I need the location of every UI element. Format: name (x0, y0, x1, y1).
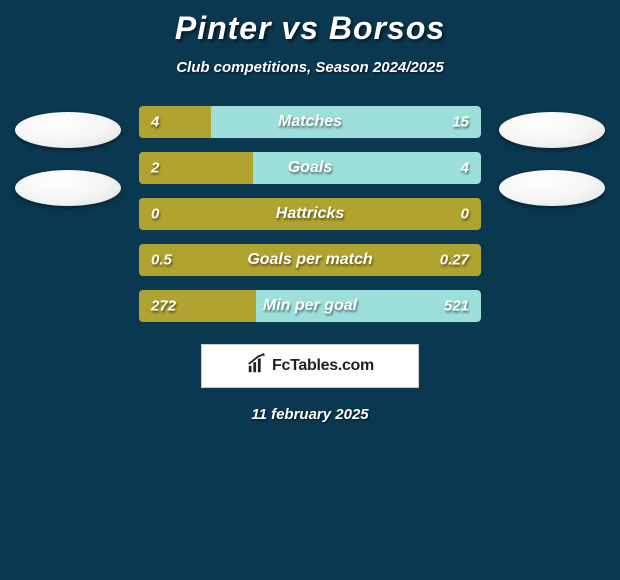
footer-date: 11 february 2025 (251, 406, 368, 423)
bar-value-left: 2 (151, 160, 159, 177)
bar-value-left: 4 (151, 114, 159, 131)
bar-value-right: 0 (461, 206, 469, 223)
bar-fg (139, 106, 211, 138)
right-avatar-column (499, 106, 605, 206)
bar-value-left: 0 (151, 206, 159, 223)
bar-label: Matches (278, 113, 342, 131)
player-left-avatar-1 (15, 112, 121, 148)
player-left-avatar-2 (15, 170, 121, 206)
bar-label: Goals (288, 159, 332, 177)
bar-row: Min per goal 272 521 (139, 290, 481, 322)
bar-value-left: 272 (151, 298, 176, 315)
bar-row: Goals per match 0.5 0.27 (139, 244, 481, 276)
bars-container: Matches 4 15 Goals 2 4 Hattricks 0 0 Goals per ma… (139, 106, 481, 322)
page-subtitle: Club competitions, Season 2024/2025 (176, 59, 444, 76)
bar-row: Hattricks 0 0 (139, 198, 481, 230)
bar-value-left: 0.5 (151, 252, 172, 269)
player-right-avatar-1 (499, 112, 605, 148)
fctables-icon (246, 353, 268, 380)
left-avatar-column (15, 106, 121, 206)
brand-text: FcTables.com (272, 357, 374, 375)
bar-label: Min per goal (263, 297, 357, 315)
bar-label: Goals per match (247, 251, 372, 269)
player-right-avatar-2 (499, 170, 605, 206)
bar-value-right: 0.27 (440, 252, 469, 269)
bar-value-right: 4 (461, 160, 469, 177)
bar-value-right: 15 (452, 114, 469, 131)
bar-label: Hattricks (276, 205, 344, 223)
bar-value-right: 521 (444, 298, 469, 315)
brand-box: FcTables.com (201, 344, 419, 388)
comparison-chart: Matches 4 15 Goals 2 4 Hattricks 0 0 Goals per ma… (0, 106, 620, 322)
bar-row: Matches 4 15 (139, 106, 481, 138)
bar-row: Goals 2 4 (139, 152, 481, 184)
page-title: Pinter vs Borsos (175, 10, 445, 47)
